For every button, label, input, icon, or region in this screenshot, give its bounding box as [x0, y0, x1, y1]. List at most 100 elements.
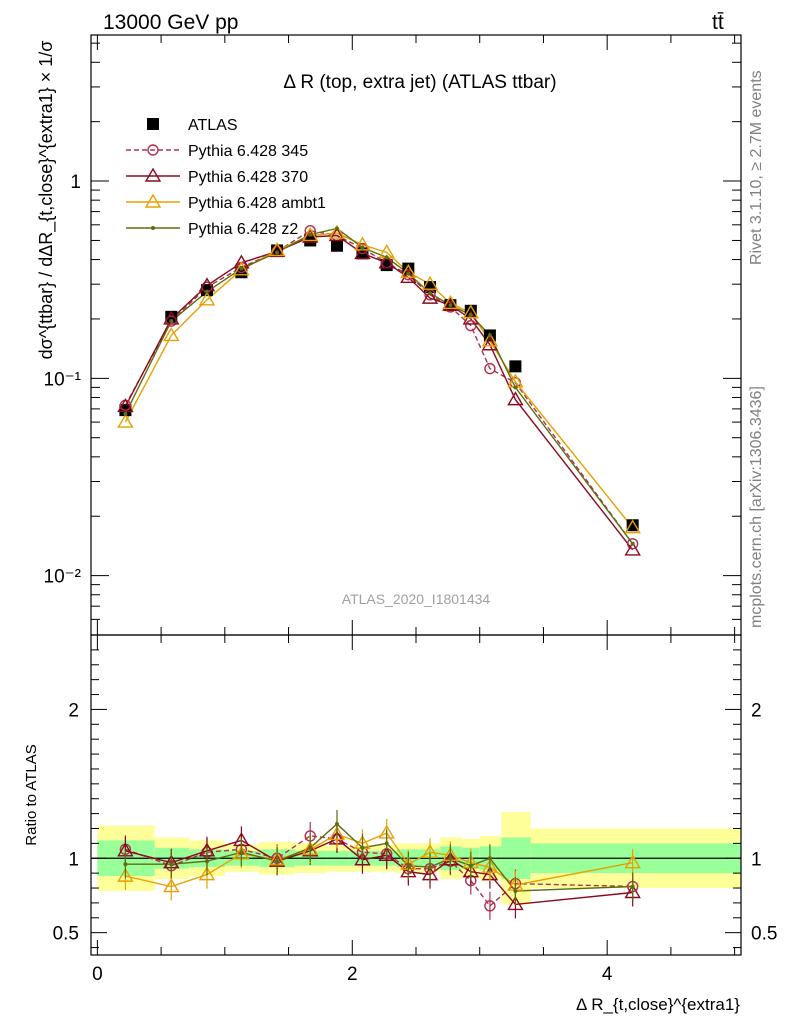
process-label: tt̄ — [712, 11, 724, 34]
y-tick-label: 1 — [70, 172, 81, 193]
mcplots-caption: mcplots.cern.ch [arXiv:1306.3436] — [748, 386, 765, 628]
y-tick-label: 10⁻² — [44, 567, 82, 588]
ratio-y-tick-label: 1 — [68, 849, 79, 870]
series-line — [124, 232, 634, 529]
data-point — [406, 863, 411, 868]
energy-label: 13000 GeV pp — [103, 11, 238, 34]
data-point — [507, 896, 524, 911]
data-point — [163, 327, 180, 342]
ratio-y-tick-label: 2 — [68, 700, 79, 721]
data-point — [481, 336, 499, 351]
main-y-axis-label-text: dσ^{ttbar} / dΔR_{t,close}^{extra1} × 1/… — [36, 41, 57, 360]
data-point — [406, 271, 411, 276]
data-point — [421, 275, 439, 290]
legend-marker — [151, 226, 155, 230]
data-point — [428, 291, 433, 296]
data-point — [233, 261, 250, 276]
legend-marker — [144, 193, 162, 208]
data-point — [268, 242, 286, 257]
data-point — [624, 541, 641, 556]
legend-label: ATLAS — [188, 117, 238, 134]
data-point — [626, 538, 639, 550]
main-panel: 10⁻² 10⁻¹ 1 Δ R (top, extra jet) (ATLAS tt… — [44, 34, 742, 636]
data-point — [354, 236, 371, 251]
legend-marker — [147, 118, 159, 130]
data-point — [487, 333, 492, 338]
data-point — [400, 268, 417, 284]
ratio-panel: 0.5 0.5 1 1 2 2 0 2 4 — [53, 634, 777, 985]
data-point — [378, 846, 395, 861]
data-point — [484, 362, 496, 375]
ratio-y-tick-label: 0.5 — [53, 924, 79, 945]
series-line — [124, 234, 634, 551]
data-point — [356, 242, 369, 255]
data-point — [204, 859, 209, 864]
data-point — [360, 245, 365, 250]
data-point — [378, 254, 395, 269]
data-point — [400, 263, 417, 278]
data-point — [328, 227, 346, 242]
data-point — [163, 878, 180, 893]
data-point — [384, 255, 389, 260]
data-point — [334, 822, 339, 827]
data-point — [117, 413, 134, 428]
ratio-y-axis-label: Ratio to ATLAS — [23, 744, 40, 845]
ratio-series-line — [125, 838, 633, 906]
main-series-lines — [124, 227, 634, 551]
ratio-y-tick-label-right: 2 — [751, 700, 762, 721]
ratio-series-line — [125, 835, 633, 907]
data-point — [169, 862, 174, 867]
data-point — [626, 519, 639, 532]
ratio-y-tick-label-right: 1 — [751, 849, 762, 870]
x-tick-label: 0 — [92, 964, 103, 985]
y-tick-label: 10⁻¹ — [44, 369, 82, 390]
ratio-axis-ticks: 0.5 0.5 1 1 2 2 0 2 4 — [53, 635, 777, 985]
data-point — [198, 291, 216, 306]
legend-label: Pythia 6.428 370 — [188, 169, 308, 186]
data-point — [308, 232, 313, 237]
x-axis-label: Δ R_{t,close}^{extra1} — [576, 995, 740, 1014]
mcplots-caption-text: mcplots.cern.ch [arXiv:1306.3436] — [748, 386, 765, 628]
data-point — [630, 884, 635, 889]
data-point — [360, 845, 365, 850]
legend-marker — [144, 167, 162, 182]
series-line — [124, 229, 634, 545]
data-point — [330, 239, 343, 252]
data-point — [275, 250, 280, 255]
data-point — [465, 319, 477, 332]
data-point — [328, 826, 346, 841]
data-point — [239, 266, 244, 271]
data-point — [442, 296, 459, 311]
ratio-series-line — [125, 823, 633, 892]
data-point — [169, 319, 174, 324]
legend-label: Pythia 6.428 ambt1 — [188, 195, 326, 212]
data-point — [117, 867, 134, 882]
ratio-series-line — [125, 832, 633, 888]
rivet-caption-text: Rivet 3.1.10, ≥ 2.7M events — [748, 70, 765, 265]
data-point — [428, 865, 433, 870]
main-y-axis-label: dσ^{ttbar} / dΔR_{t,close}^{extra1} × 1/… — [36, 41, 57, 360]
data-point — [513, 385, 518, 390]
data-point — [165, 310, 178, 323]
data-point — [123, 411, 128, 416]
ratio-series-lines — [125, 823, 633, 907]
data-point — [462, 304, 480, 319]
rivet-caption: Rivet 3.1.10, ≥ 2.7M events — [748, 70, 765, 265]
data-point — [328, 224, 346, 239]
analysis-id: ATLAS_2020_I1801434 — [342, 591, 491, 607]
plot-title: Δ R (top, extra jet) (ATLAS ttbar) — [283, 72, 556, 93]
data-point — [301, 228, 319, 243]
legend-label: Pythia 6.428 z2 — [188, 221, 298, 238]
data-point — [468, 312, 473, 317]
data-point — [509, 360, 522, 373]
data-point — [484, 900, 496, 912]
data-point — [481, 332, 499, 347]
data-point — [354, 244, 371, 260]
ratio-y-axis-label-text: Ratio to ATLAS — [23, 744, 40, 845]
data-point — [442, 294, 459, 310]
data-point — [448, 303, 453, 308]
legend-label: Pythia 6.428 345 — [188, 143, 308, 160]
data-point — [421, 289, 439, 304]
data-point — [513, 889, 518, 893]
